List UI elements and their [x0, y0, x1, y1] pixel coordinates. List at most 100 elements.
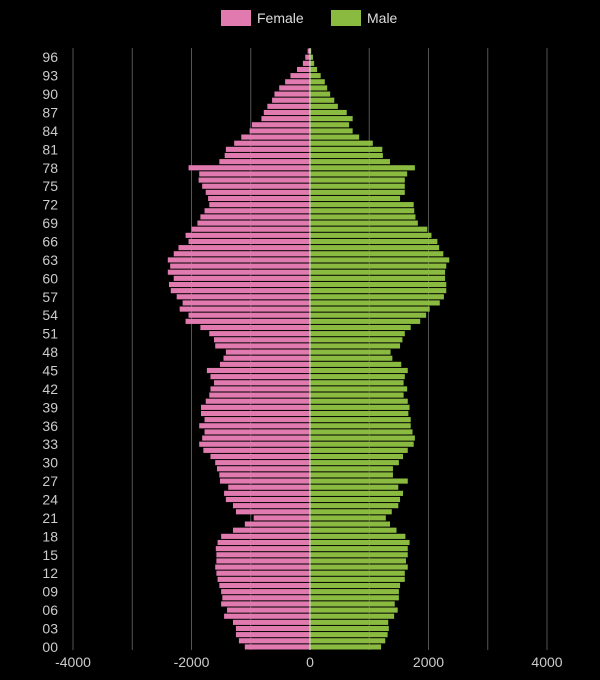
male-bar-age-47 [310, 355, 393, 361]
male-bar-age-97 [310, 48, 312, 54]
x-tick-label: -4000 [55, 654, 91, 670]
male-bar-age-57 [310, 294, 444, 300]
female-bar-age-19 [232, 527, 310, 533]
male-bar-age-62 [310, 263, 447, 269]
female-bar-age-73 [208, 195, 310, 202]
female-bar-age-26 [228, 484, 310, 490]
male-bar-age-39 [310, 404, 410, 410]
male-bar-age-83 [310, 134, 360, 140]
female-bar-age-32 [203, 447, 310, 453]
male-bar-age-19 [310, 527, 397, 533]
male-bar-age-3 [310, 625, 389, 632]
female-bar-age-24 [225, 496, 310, 503]
male-bar-age-80 [310, 152, 383, 159]
male-bar-age-14 [310, 558, 406, 564]
female-bar-age-75 [202, 183, 310, 189]
male-bar-age-22 [310, 509, 392, 515]
y-tick-label: 09 [42, 584, 58, 600]
male-bar-age-40 [310, 398, 408, 404]
male-bar-age-43 [310, 380, 404, 386]
female-bar-age-25 [224, 490, 310, 496]
y-tick-label: 12 [42, 565, 58, 581]
male-bar-age-33 [310, 441, 414, 447]
female-bar-age-4 [232, 619, 310, 625]
y-tick-label: 03 [42, 621, 58, 637]
y-tick-label: 33 [42, 436, 58, 452]
female-bar-age-57 [176, 294, 310, 300]
y-tick-label: 06 [42, 602, 58, 618]
female-bar-age-65 [178, 245, 310, 251]
female-bar-age-66 [188, 238, 310, 245]
female-bar-age-1 [238, 638, 310, 644]
male-bar-age-94 [310, 66, 318, 73]
y-tick-label: 69 [42, 215, 58, 231]
male-bar-age-26 [310, 484, 399, 490]
male-bar-age-5 [310, 613, 395, 619]
x-tick-label: -2000 [174, 654, 210, 670]
male-bar-age-64 [310, 251, 444, 257]
female-bar-age-80 [224, 152, 310, 159]
y-tick-label: 81 [42, 141, 58, 157]
female-bar-age-17 [217, 539, 310, 546]
male-bar-age-71 [310, 208, 415, 214]
male-bar-age-90 [310, 91, 331, 97]
male-bar-age-31 [310, 453, 404, 460]
female-bar-age-62 [170, 263, 310, 269]
female-bar-age-70 [200, 214, 310, 220]
male-bar-age-54 [310, 312, 427, 318]
male-bar-age-27 [310, 478, 408, 484]
male-bar-age-56 [310, 300, 440, 306]
male-bar-age-34 [310, 435, 415, 441]
male-bar-age-50 [310, 337, 403, 343]
x-axis-ticks: -4000 -2000 0 2000 4000 [55, 654, 563, 670]
male-bar-age-76 [310, 177, 405, 183]
male-bar-age-48 [310, 349, 391, 355]
y-tick-label: 24 [42, 492, 58, 508]
female-bar-age-90 [274, 91, 310, 97]
female-bar-age-49 [215, 343, 310, 349]
female-bar-age-55 [179, 306, 310, 312]
male-bar-age-79 [310, 159, 390, 165]
male-bar-age-63 [310, 257, 450, 263]
male-bar-age-95 [310, 60, 315, 66]
female-bar-age-21 [253, 515, 310, 521]
male-bar-age-36 [310, 423, 411, 429]
male-bar-age-75 [310, 183, 405, 189]
female-bar-age-59 [168, 281, 310, 288]
male-bar-age-12 [310, 570, 405, 576]
male-bar-age-15 [310, 552, 408, 558]
y-axis-ticks: 00 03 06 09 12 15 18 21 24 27 30 33 36 39 42 45 48 51 54 57… [42, 49, 58, 655]
female-bar-age-91 [279, 85, 310, 91]
male-bar-age-73 [310, 195, 401, 202]
female-bar-age-83 [241, 134, 310, 140]
male-bar-age-0 [310, 644, 382, 650]
female-bar-age-95 [302, 60, 310, 66]
female-bar-age-93 [290, 73, 310, 79]
male-bar-age-87 [310, 109, 347, 116]
female-bar-age-96 [305, 54, 310, 60]
male-bar-age-38 [310, 410, 409, 417]
x-tick-label: 4000 [531, 654, 562, 670]
female-bar-age-30 [215, 460, 310, 466]
legend-label-male: Male [367, 10, 398, 26]
female-bar-age-53 [185, 318, 310, 324]
female-bar-age-22 [235, 509, 310, 515]
y-tick-label: 90 [42, 86, 58, 102]
male-bar-age-16 [310, 546, 408, 552]
female-bar-age-64 [173, 251, 310, 257]
female-bar-age-15 [216, 552, 310, 558]
female-bar-age-46 [219, 361, 310, 367]
male-bar-age-96 [310, 54, 313, 60]
female-bar-age-37 [204, 417, 310, 423]
male-bar-age-60 [310, 275, 446, 281]
y-tick-label: 27 [42, 473, 58, 489]
male-bar-age-70 [310, 214, 416, 220]
male-bar-age-46 [310, 361, 402, 367]
female-bar-age-28 [219, 472, 310, 478]
legend-swatch-male [331, 10, 361, 26]
male-bar-age-68 [310, 226, 428, 232]
male-bar-age-93 [310, 73, 321, 79]
male-bar-age-88 [310, 103, 338, 109]
y-tick-label: 87 [42, 105, 58, 121]
